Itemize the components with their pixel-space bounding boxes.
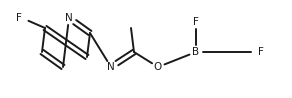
- Text: F: F: [16, 13, 22, 23]
- Text: B: B: [192, 47, 199, 57]
- Text: N: N: [65, 13, 73, 23]
- Text: N: N: [107, 62, 115, 72]
- Text: O: O: [154, 62, 162, 72]
- Text: F: F: [258, 47, 264, 57]
- Text: F: F: [193, 17, 199, 27]
